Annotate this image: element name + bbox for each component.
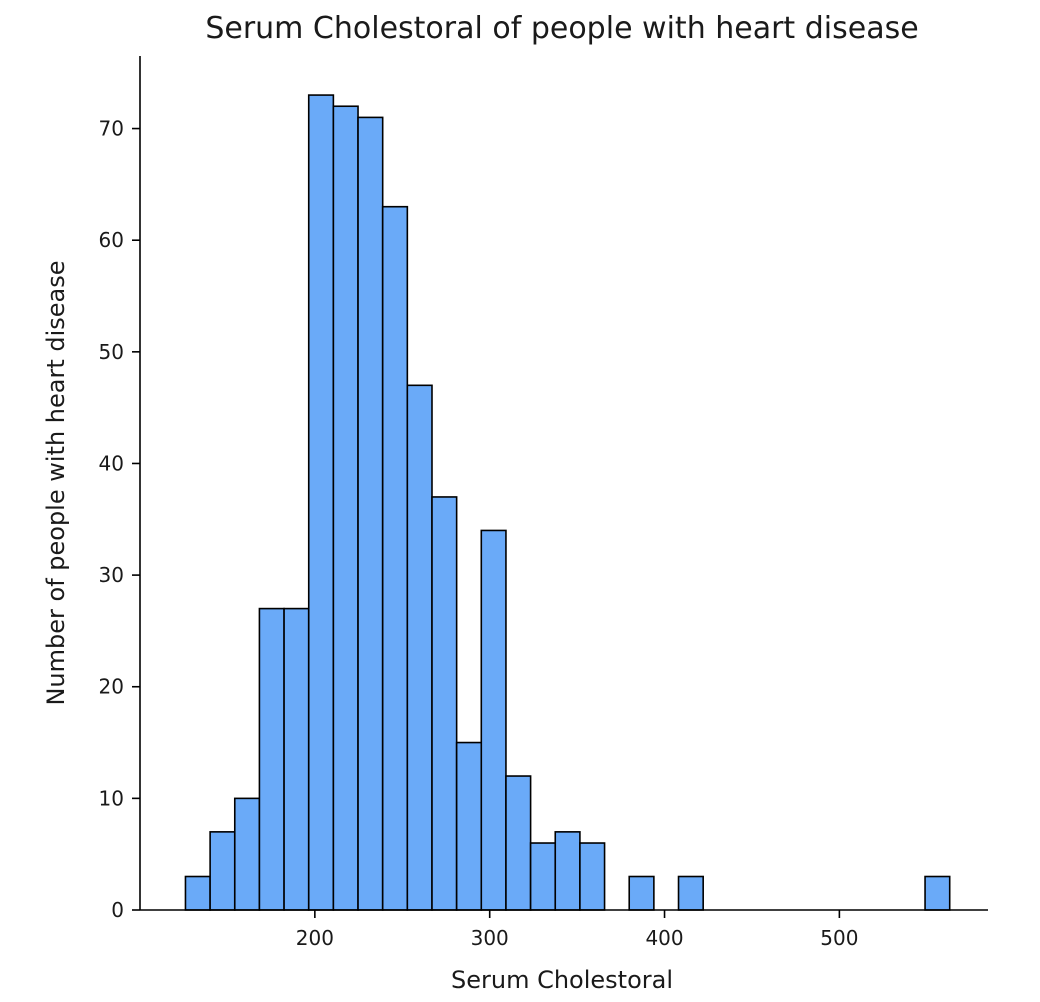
x-axis-label: Serum Cholestoral: [451, 966, 673, 994]
y-tick-label: 20: [99, 675, 124, 699]
y-tick-label: 70: [99, 117, 124, 141]
y-tick-label: 10: [99, 786, 124, 810]
histogram-bar: [233, 797, 261, 911]
histogram-bar: [258, 607, 285, 911]
y-tick-label: 30: [99, 563, 124, 587]
x-ticks-group: 200 300 400 500: [296, 910, 858, 950]
x-tick-label: 400: [645, 926, 683, 950]
histogram-bar: [455, 741, 483, 911]
x-tick-label: 500: [820, 926, 858, 950]
histogram-bar: [677, 875, 704, 911]
histogram-bar: [184, 875, 211, 911]
y-ticks-group: 0 10 20 30 40 50 60 70: [99, 117, 140, 922]
histogram-bar: [209, 831, 236, 911]
histogram-bar: [307, 94, 335, 911]
histogram-bar: [381, 205, 409, 911]
histogram-bar: [283, 607, 310, 911]
x-tick-label: 300: [471, 926, 509, 950]
x-tick-label: 200: [296, 926, 334, 950]
histogram-bar: [579, 842, 606, 911]
histogram-bar: [406, 384, 433, 911]
histogram-bar: [505, 775, 532, 911]
histogram-bar: [628, 875, 655, 911]
bars-group: [184, 94, 951, 911]
histogram-bar: [357, 116, 384, 911]
histogram-bar: [480, 529, 507, 911]
y-tick-label: 50: [99, 340, 124, 364]
y-axis-label: Number of people with heart disease: [42, 260, 70, 705]
histogram-bar: [924, 875, 951, 911]
histogram-bar: [332, 105, 359, 911]
histogram-bar: [529, 842, 557, 911]
histogram-bar: [554, 831, 581, 911]
histogram-bar: [431, 496, 458, 911]
y-tick-label: 40: [99, 451, 124, 475]
y-tick-label: 60: [99, 228, 124, 252]
y-tick-label: 0: [111, 898, 124, 922]
chart-title: Serum Cholestoral of people with heart d…: [205, 11, 918, 46]
